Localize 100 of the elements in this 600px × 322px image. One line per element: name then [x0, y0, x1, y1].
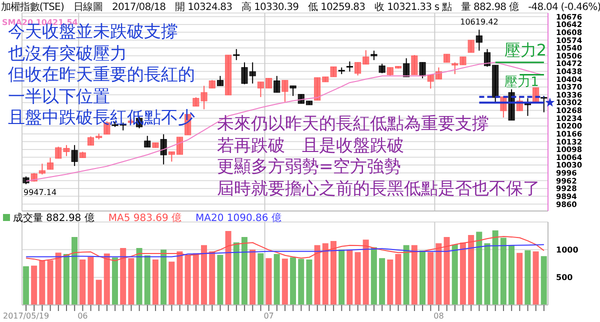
bar — [266, 258, 272, 305]
bar — [516, 252, 523, 305]
bar — [55, 252, 62, 305]
chart-title: 加權指數(TSE) 日線圖 2017/08/18 開 10324.83 高 10330.39 低 10259.83 收 10321.33 s 點 量 882.98 億 -48.04 (-0.46%) — [1, 0, 600, 14]
bar — [428, 252, 434, 305]
candlestick — [282, 80, 288, 102]
bar — [250, 250, 256, 305]
bar — [112, 258, 118, 305]
bar — [524, 250, 531, 305]
bar — [330, 241, 336, 305]
bar — [209, 251, 216, 305]
y-tick-label: 500 — [556, 273, 574, 282]
bar — [444, 236, 450, 305]
bar — [104, 253, 110, 305]
candlestick — [411, 54, 418, 76]
bar — [168, 262, 175, 305]
bar — [395, 254, 402, 305]
bar — [290, 257, 296, 305]
text: MA5 983.69 億 — [108, 212, 182, 225]
annotation: 若再跌破 且是收盤跌破 — [217, 136, 405, 158]
annotation: 10619.42 — [460, 18, 498, 27]
bar — [354, 252, 361, 305]
ref-line-label: 壓力2 — [504, 40, 547, 60]
candlestick — [47, 157, 54, 170]
bar — [225, 230, 232, 305]
candlestick — [290, 85, 296, 96]
bar — [468, 235, 474, 305]
legend-label: 成交量 882.98 億 — [12, 212, 94, 225]
bar — [233, 242, 240, 305]
bar — [201, 245, 207, 305]
candlestick — [160, 134, 167, 165]
candlestick — [38, 163, 46, 175]
bar — [47, 260, 54, 305]
x-tick-label: 2017/05/19 — [2, 312, 50, 321]
bar — [338, 250, 345, 305]
candlestick — [370, 50, 378, 61]
bar — [80, 259, 86, 305]
candlestick — [216, 75, 224, 86]
bar — [31, 266, 38, 305]
bar — [492, 230, 498, 305]
bar — [460, 242, 466, 305]
ref-line-label: 壓力1 — [504, 75, 539, 90]
annotation: 9947.14 — [24, 188, 57, 197]
candlestick — [71, 144, 78, 166]
bar — [298, 258, 304, 305]
candlestick — [419, 62, 426, 79]
bar — [282, 258, 288, 305]
annotation: 屆時就要擔心之前的長黑低點是否也不保了 — [217, 178, 540, 200]
candlestick — [540, 96, 548, 113]
annotation: 但收在昨天重要的長紅的 — [8, 65, 195, 87]
bar — [184, 255, 191, 305]
bar — [72, 236, 78, 305]
bar — [476, 232, 482, 305]
bar — [419, 250, 426, 305]
bar — [532, 251, 539, 305]
annotation: 也沒有突破壓力 — [8, 44, 128, 66]
bar — [88, 256, 94, 305]
bar — [258, 253, 264, 305]
x-tick-label: 08 — [434, 312, 444, 321]
bar — [484, 243, 490, 305]
bar — [411, 245, 418, 305]
x-tick-label: 07 — [264, 312, 274, 321]
bar — [362, 240, 369, 305]
x-tick-label: 06 — [78, 312, 88, 321]
bar — [346, 250, 353, 305]
bar — [144, 255, 150, 305]
candlestick — [476, 29, 482, 52]
bar — [217, 254, 224, 305]
text: MA20 1090.86 億 — [196, 212, 282, 225]
candlestick — [233, 48, 240, 61]
candlestick — [274, 75, 280, 93]
line-series — [26, 236, 544, 262]
bar — [387, 259, 394, 305]
bar — [274, 254, 280, 305]
annotation: 一半以下位置 — [8, 86, 111, 108]
bar — [22, 266, 29, 305]
bar — [306, 259, 312, 305]
line-series — [26, 244, 544, 258]
bar — [452, 244, 458, 305]
bar — [152, 259, 158, 305]
annotation: 未來仍以昨天的長紅低點為重要支撐 — [217, 114, 490, 136]
candlestick — [346, 60, 353, 72]
bar — [192, 253, 199, 305]
bar — [508, 245, 515, 305]
candlestick — [468, 40, 474, 54]
bar — [314, 245, 320, 305]
bar — [370, 247, 377, 305]
bar — [96, 280, 102, 305]
bar — [160, 250, 167, 305]
bar — [322, 243, 328, 305]
bar — [436, 243, 442, 305]
bar — [176, 251, 183, 305]
bar — [500, 238, 506, 305]
bar — [403, 245, 410, 305]
bar — [120, 248, 126, 305]
bar — [136, 248, 142, 305]
bar — [241, 236, 248, 305]
bar — [540, 256, 547, 305]
y-tick-label: 1000 — [556, 246, 579, 255]
candlestick — [403, 58, 410, 78]
